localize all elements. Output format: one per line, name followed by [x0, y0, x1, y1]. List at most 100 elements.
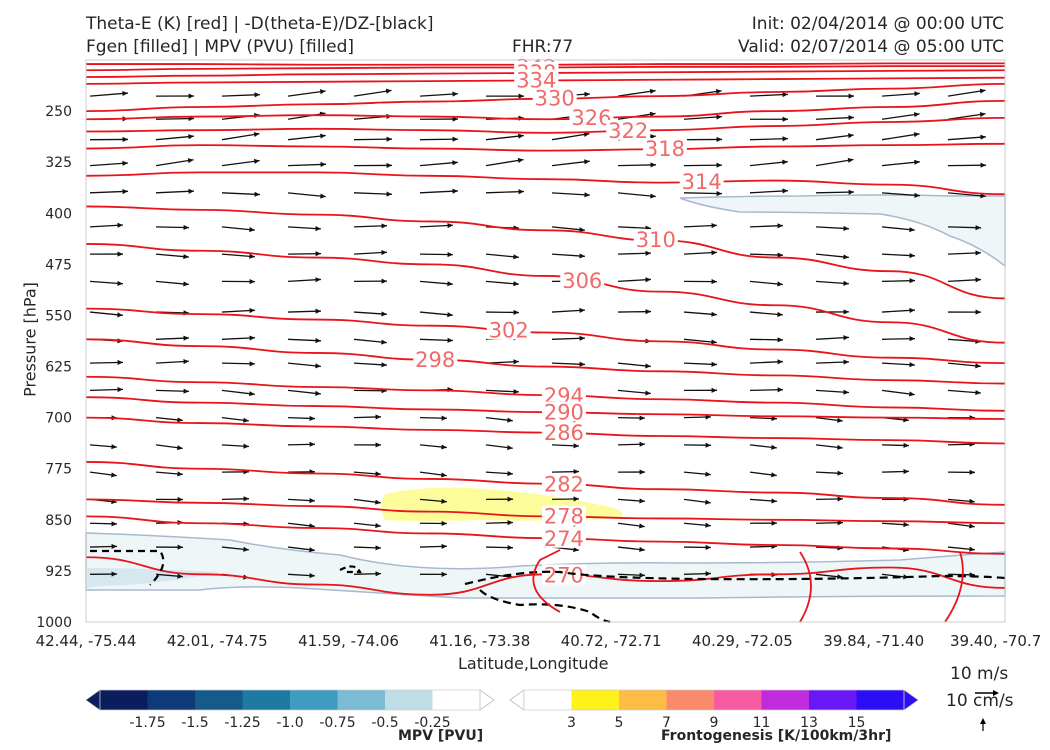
wind-arrowhead — [385, 88, 392, 94]
wind-arrow — [749, 338, 784, 341]
wind-arrowhead — [848, 133, 854, 139]
wind-arrowhead — [777, 387, 783, 393]
wind-arrowhead — [979, 88, 986, 94]
theta-e-contour — [85, 117, 1006, 134]
wind-arrow — [221, 389, 255, 395]
wind-arrowhead — [584, 159, 590, 165]
wind-arrowhead — [843, 389, 849, 395]
wind-arrow — [815, 336, 849, 340]
wind-arrowhead — [848, 189, 854, 195]
wind-arrowhead — [188, 134, 194, 140]
wind-arrowhead — [771, 415, 777, 422]
wind-arrow — [155, 280, 189, 286]
mpv-shading-upper — [679, 194, 1006, 268]
wind-arrowhead — [386, 136, 392, 142]
wind-arrow — [419, 338, 454, 342]
wind-arrowhead — [782, 188, 788, 194]
wind-arrow — [551, 160, 590, 167]
wind-arrowhead — [452, 91, 458, 97]
wind-arrowhead — [711, 361, 717, 367]
wind-arrowhead — [979, 112, 986, 118]
wind-arrowhead — [315, 251, 321, 257]
wind-arrowhead — [639, 546, 645, 553]
y-tick-label: 250 — [45, 104, 72, 120]
wind-arrow — [419, 311, 453, 316]
theta-e-contour — [85, 338, 1006, 385]
wind-arrowhead — [507, 545, 513, 551]
wind-arrowhead — [848, 93, 854, 99]
wind-arrowhead — [837, 496, 843, 502]
wind-arrowhead — [782, 159, 788, 165]
wind-arrowhead — [639, 469, 645, 475]
wind-arrow — [155, 253, 189, 258]
wind-arrowhead — [843, 309, 849, 315]
wind-arrowhead — [771, 498, 777, 504]
wind-arrowhead — [319, 89, 326, 95]
wind-arrowhead — [507, 445, 513, 451]
wind-arrowhead — [375, 499, 381, 505]
wind-arrow — [749, 190, 788, 194]
wind-arrowhead — [716, 190, 722, 197]
wind-arrow — [881, 362, 915, 366]
contour-label-bg — [541, 384, 586, 405]
wind-arrowhead — [441, 520, 447, 527]
wind-arrow — [155, 159, 194, 167]
wind-arrow — [155, 117, 195, 120]
wind-arrowhead — [117, 280, 123, 286]
wind-arrowhead — [716, 114, 722, 120]
wind-arrow — [617, 278, 651, 283]
wind-arrowhead — [914, 192, 920, 198]
wind-arrow — [485, 190, 524, 194]
wind-arrow — [947, 226, 982, 229]
wind-arrow — [815, 191, 855, 194]
wind-arrowhead — [705, 499, 711, 505]
wind-arrowhead — [122, 188, 128, 195]
wind-arrowhead — [375, 442, 381, 448]
wind-arrow — [419, 280, 453, 285]
wind-arrowhead — [711, 223, 717, 229]
theta-e-contours: 3483423383343303263223183143103063022982… — [85, 53, 1006, 596]
wind-arrowhead — [843, 280, 849, 286]
wind-arrowhead — [507, 496, 513, 502]
wind-arrowhead — [253, 131, 260, 138]
wind-arrowhead — [980, 134, 986, 140]
contour-label-bg — [486, 319, 531, 340]
wind-arrow — [947, 252, 981, 255]
wind-arrowhead — [711, 311, 717, 317]
wind-arrowhead — [837, 417, 843, 423]
x-tick-label: 39.40, -70.7 — [950, 632, 1041, 650]
wind-arrow — [551, 192, 590, 196]
contour-label: 270 — [544, 563, 584, 587]
contour-label-bg — [606, 119, 651, 140]
wind-arrowhead — [649, 88, 656, 94]
wind-arrow — [287, 163, 327, 167]
valid-time: Valid: 02/07/2014 @ 05:00 UTC — [738, 37, 1004, 57]
wind-arrow — [947, 278, 981, 283]
wind-arrow — [353, 251, 387, 255]
wind-arrow — [749, 388, 784, 392]
wind-arrowhead — [909, 391, 915, 397]
stability-contour-lower — [479, 589, 611, 624]
wind-arrow — [881, 309, 915, 313]
wind-arrowhead — [645, 309, 651, 315]
contour-label: 290 — [544, 401, 584, 425]
wind-arrowhead — [452, 136, 458, 142]
wind-arrowhead — [579, 361, 585, 367]
wind-arrowhead — [650, 162, 656, 168]
wind-arrow — [287, 90, 326, 97]
wind-arrowhead — [975, 250, 981, 256]
wind-arrow — [353, 89, 392, 97]
x-tick-label: 40.72, -72.71 — [561, 632, 662, 650]
wind-arrow — [221, 159, 260, 167]
wind-arrow — [683, 362, 717, 366]
wind-arrowhead — [386, 162, 392, 168]
wind-arrow — [419, 161, 458, 167]
wind-arrowhead — [639, 572, 645, 578]
wind-arrowhead — [715, 88, 722, 95]
contour-label: 278 — [544, 505, 584, 529]
wind-arrowhead — [645, 277, 651, 283]
contour-label-bg — [633, 229, 678, 250]
wind-arrowhead — [183, 335, 189, 341]
wind-arrowhead — [843, 225, 849, 231]
wind-key-label-bottom: 10 cm/s — [946, 691, 1014, 711]
